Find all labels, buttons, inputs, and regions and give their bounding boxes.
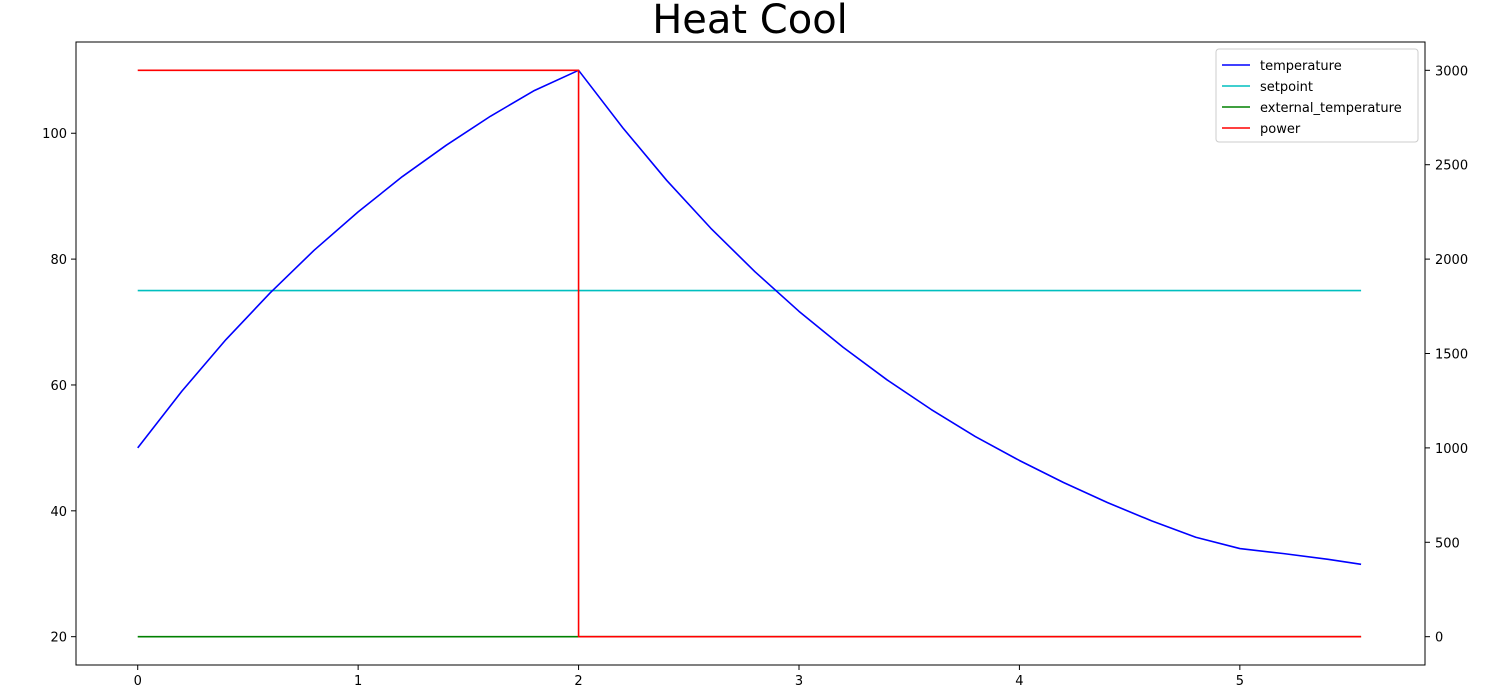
y-tick-label: 40 [50, 505, 67, 520]
y2-tick-label: 1000 [1435, 442, 1468, 457]
y-tick-label: 100 [42, 127, 67, 142]
y2-tick-label: 2000 [1435, 253, 1468, 268]
x-tick-label: 0 [134, 674, 142, 689]
chart-title: Heat Cool [652, 0, 848, 43]
series-layer [137, 69, 1362, 638]
x-tick-label: 4 [1015, 674, 1023, 689]
series-line-power [137, 69, 1362, 638]
y-tick-label: 20 [50, 631, 67, 646]
x-tick-label: 3 [795, 674, 803, 689]
y-axis-right: 0 500 1000 1500 2000 2500 3000 [1425, 64, 1468, 646]
y2-tick-label: 2500 [1435, 159, 1468, 174]
legend-box [1215, 48, 1419, 143]
x-tick-label: 5 [1236, 674, 1244, 689]
y-tick-label: 80 [50, 253, 67, 268]
legend-label: power [1260, 122, 1301, 137]
y2-tick-label: 3000 [1435, 64, 1468, 79]
legend-label: setpoint [1260, 80, 1313, 95]
legend: temperature setpoint external_temperaturep… [1215, 48, 1419, 143]
y-axis-left: 20 40 60 80 100 [42, 127, 76, 646]
legend-label: external_temperature [1260, 101, 1402, 116]
legend-label: temperature [1260, 59, 1342, 74]
y2-tick-label: 500 [1435, 536, 1460, 551]
x-axis: 0 1 2 3 4 5 [134, 665, 1244, 689]
y-tick-label: 60 [50, 379, 67, 394]
y2-tick-label: 1500 [1435, 348, 1468, 363]
x-tick-label: 2 [574, 674, 582, 689]
series-line-temperature [137, 69, 1362, 566]
y2-tick-label: 0 [1435, 631, 1443, 646]
x-tick-label: 1 [354, 674, 362, 689]
